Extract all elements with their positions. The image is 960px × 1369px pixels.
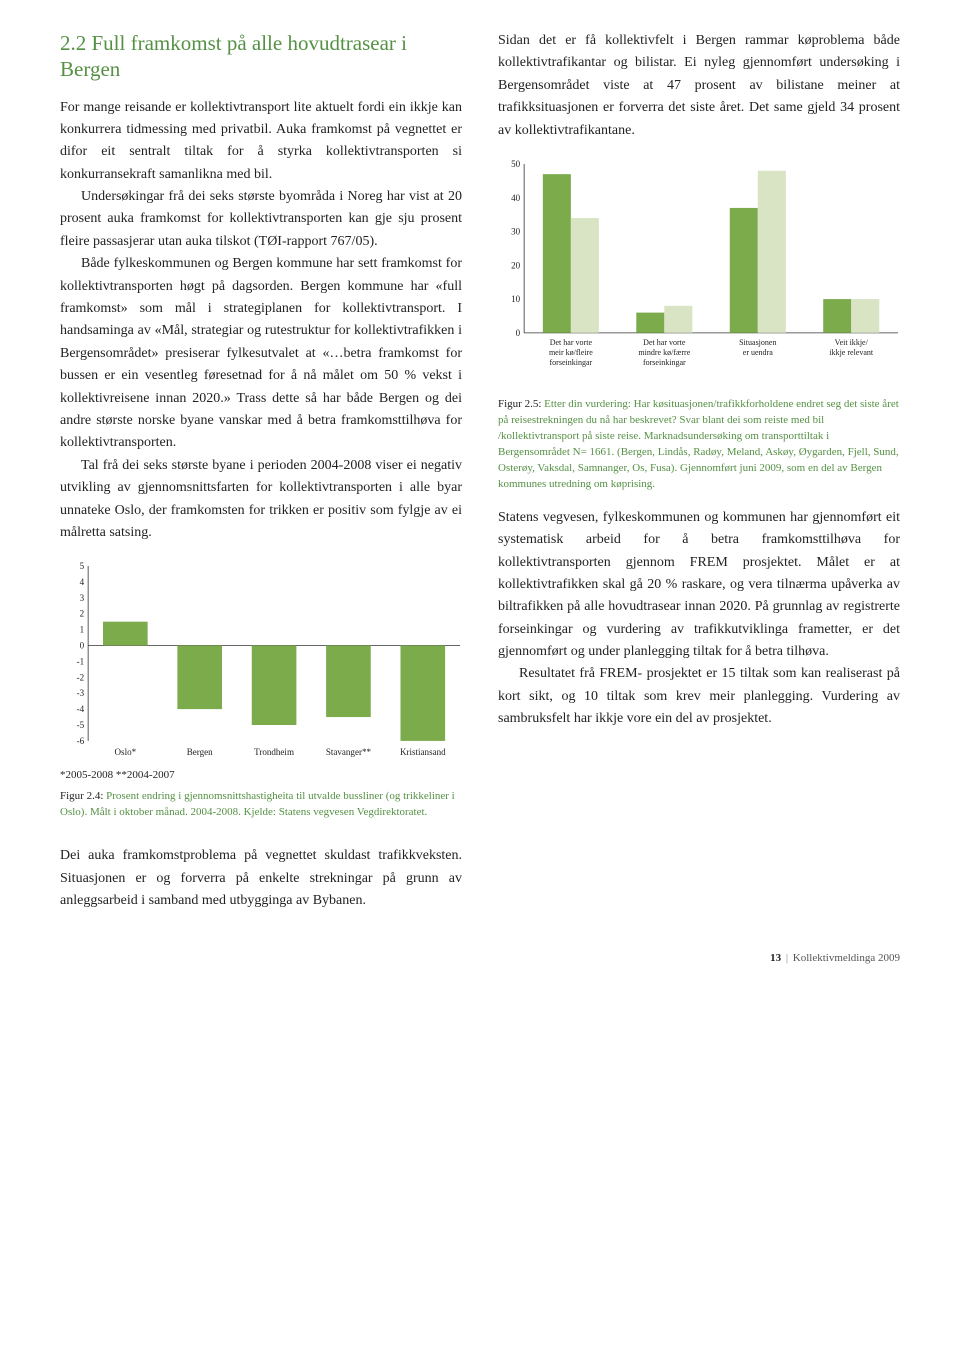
svg-text:-3: -3	[77, 689, 85, 699]
svg-text:forseinkingar: forseinkingar	[643, 358, 686, 367]
svg-text:Stavanger**: Stavanger**	[326, 747, 372, 757]
section-title: 2.2 Full framkomst på alle hovudtrasear …	[60, 30, 462, 83]
svg-text:5: 5	[80, 561, 85, 571]
svg-text:mindre kø/færre: mindre kø/færre	[638, 348, 690, 357]
svg-text:Situasjonen: Situasjonen	[739, 338, 776, 347]
left-column: 2.2 Full framkomst på alle hovudtrasear …	[60, 30, 462, 912]
svg-text:er uendra: er uendra	[743, 348, 773, 357]
svg-text:meir kø/fleire: meir kø/fleire	[549, 348, 593, 357]
right-para-3: Resultatet frå FREM- prosjektet er 15 ti…	[498, 663, 900, 730]
svg-text:Bergen: Bergen	[187, 747, 213, 757]
body-para-3: Både fylkeskommunen og Bergen kommune ha…	[60, 253, 462, 455]
svg-text:Kristiansand: Kristiansand	[400, 747, 446, 757]
svg-text:4: 4	[80, 577, 85, 587]
fig25-label: Figur 2.5:	[498, 398, 541, 410]
fig25-caption: Figur 2.5: Etter din vurdering: Har køsi…	[498, 397, 900, 493]
svg-text:-5: -5	[77, 720, 85, 730]
svg-text:-4: -4	[77, 704, 85, 714]
footer-separator: |	[786, 952, 788, 964]
svg-text:Oslo*: Oslo*	[115, 747, 137, 757]
svg-text:50: 50	[511, 159, 521, 169]
svg-text:2: 2	[80, 609, 85, 619]
fig24-caption: Figur 2.4: Prosent endring i gjennomsnit…	[60, 789, 462, 821]
svg-text:30: 30	[511, 227, 521, 237]
fig24-svg: -6 -5 -4 -3 -2 -1 0 1 2 3 4 5 Oslo* Bergen Trondheim St…	[60, 560, 462, 761]
page-columns: 2.2 Full framkomst på alle hovudtrasear …	[60, 30, 900, 912]
bottom-para: Dei auka framkomstproblema på vegnettet …	[60, 845, 462, 912]
fig24-label: Figur 2.4:	[60, 790, 103, 802]
svg-text:0: 0	[516, 328, 521, 338]
right-column: Sidan det er få kollektivfelt i Bergen r…	[498, 30, 900, 912]
fig25-svg: 01020304050Det har vortemeir kø/fleirefo…	[498, 158, 900, 389]
svg-text:1: 1	[80, 625, 85, 635]
page-number: 13	[770, 952, 781, 964]
right-para-2: Statens vegvesen, fylkeskommunen og komm…	[498, 507, 900, 664]
body-para-4: Tal frå dei seks største byane i periode…	[60, 455, 462, 545]
body-para-2: Undersøkingar frå dei seks største byomr…	[60, 186, 462, 253]
figure-2-5-chart: 01020304050Det har vortemeir kø/fleirefo…	[498, 158, 900, 389]
svg-text:Det har vorte: Det har vorte	[643, 338, 686, 347]
fig25-caption-text: Etter din vurdering: Har køsituasjonen/t…	[498, 398, 899, 490]
svg-text:0: 0	[80, 641, 85, 651]
right-para-1: Sidan det er få kollektivfelt i Bergen r…	[498, 30, 900, 142]
svg-text:ikkje relevant: ikkje relevant	[829, 348, 874, 357]
fig24-footnote: *2005-2008 **2004-2007	[60, 769, 462, 781]
page-footer: 13 | Kollektivmeldinga 2009	[60, 952, 900, 964]
figure-2-4-chart: -6 -5 -4 -3 -2 -1 0 1 2 3 4 5 Oslo* Bergen Trondheim St…	[60, 560, 462, 761]
document-name: Kollektivmeldinga 2009	[793, 952, 900, 964]
svg-text:-2: -2	[77, 673, 85, 683]
svg-text:-6: -6	[77, 736, 85, 746]
svg-text:forseinkingar: forseinkingar	[549, 358, 592, 367]
svg-text:40: 40	[511, 193, 521, 203]
svg-text:-1: -1	[77, 657, 85, 667]
fig24-caption-text: Prosent endring i gjennomsnittshastighei…	[60, 790, 455, 818]
svg-text:3: 3	[80, 593, 85, 603]
body-para-1: For mange reisande er kollektivtransport…	[60, 97, 462, 187]
svg-text:20: 20	[511, 260, 521, 270]
svg-text:Veit ikkje/: Veit ikkje/	[835, 338, 869, 347]
svg-text:Trondheim: Trondheim	[254, 747, 294, 757]
svg-text:10: 10	[511, 294, 521, 304]
svg-text:Det har vorte: Det har vorte	[550, 338, 593, 347]
